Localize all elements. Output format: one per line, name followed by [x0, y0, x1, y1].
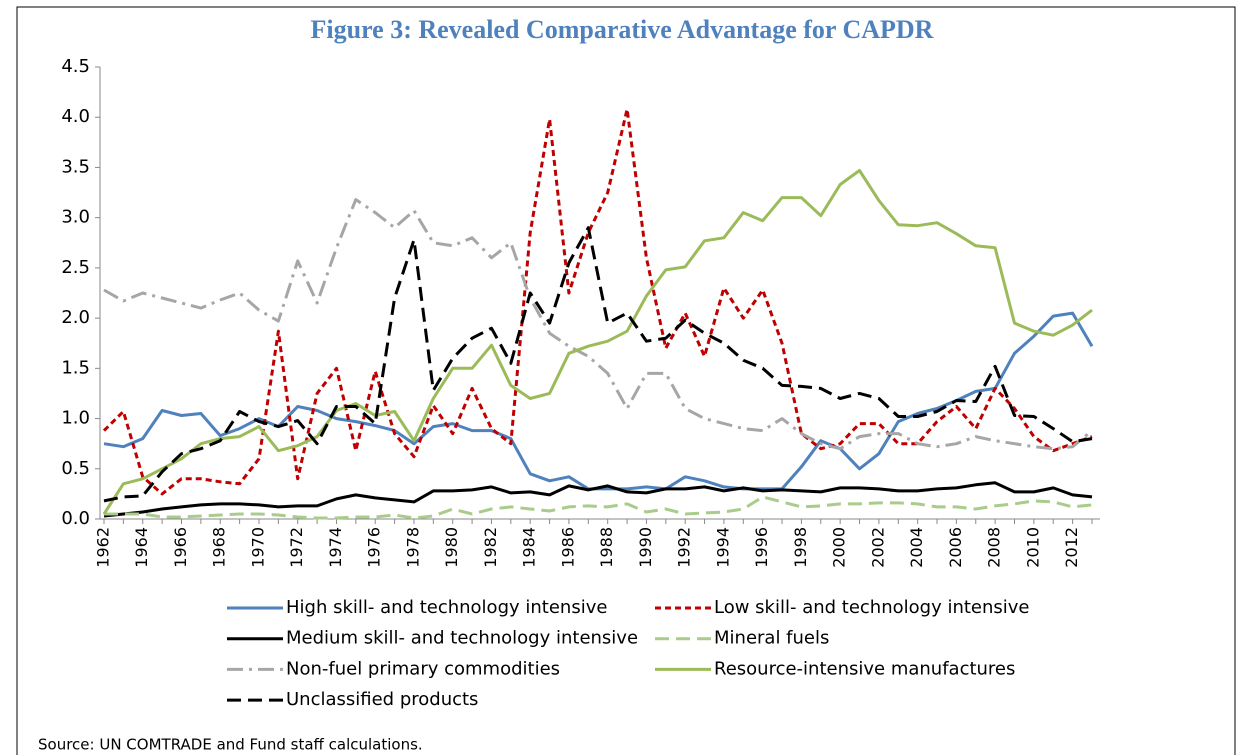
y-tick-label: 0.5	[61, 458, 90, 479]
x-tick-label: 1992	[675, 527, 694, 568]
x-tick-label: 2008	[985, 527, 1004, 568]
legend-label: Non-fuel primary commodities	[286, 658, 560, 679]
x-tick-label: 1984	[520, 527, 539, 568]
y-tick-label: 2.5	[61, 257, 90, 278]
x-tick-label: 1974	[326, 527, 345, 568]
x-tick-label: 1968	[210, 527, 229, 568]
series-line	[102, 107, 1093, 496]
legend-label: Unclassified products	[286, 689, 478, 710]
series-line	[103, 198, 1093, 451]
y-tick-label: 2.0	[61, 307, 90, 328]
y-tick-label: 3.5	[61, 156, 90, 177]
x-tick-label: 1998	[791, 527, 810, 568]
y-tick-label: 4.5	[61, 56, 90, 77]
x-tick-label: 1966	[171, 527, 190, 568]
x-tick-label: 1970	[248, 527, 267, 568]
x-tick-label: 1990	[636, 527, 655, 568]
y-tick-label: 0.0	[61, 508, 90, 529]
y-tick-label: 1.5	[61, 357, 90, 378]
x-tick-label: 1994	[713, 527, 732, 568]
x-tick-label: 1972	[287, 527, 306, 568]
x-tick-label: 1980	[442, 527, 461, 568]
legend-label: High skill- and technology intensive	[286, 597, 607, 618]
x-tick-label: 2002	[868, 527, 887, 568]
legend-label: Medium skill- and technology intensive	[286, 628, 638, 649]
y-tick-label: 1.0	[61, 408, 90, 429]
x-tick-label: 2006	[946, 527, 965, 568]
x-tick-label: 2010	[1023, 527, 1042, 568]
x-tick-label: 1988	[597, 527, 616, 568]
legend-label: Resource-intensive manufactures	[714, 658, 1015, 679]
series-line	[103, 481, 1093, 518]
x-tick-label: 1996	[752, 527, 771, 568]
frame	[16, 6, 1236, 755]
x-tick-label: 1964	[132, 527, 151, 568]
x-tick-label: 1976	[365, 527, 384, 568]
legend-label: Mineral fuels	[714, 628, 829, 649]
series-line	[103, 226, 1093, 503]
chart-title: Figure 3: Revealed Comparative Advantage…	[311, 15, 934, 44]
x-tick-label: 2012	[1062, 527, 1081, 568]
x-tick-label: 2004	[907, 527, 926, 568]
x-tick-label: 1978	[403, 527, 422, 568]
x-tick-label: 1982	[481, 527, 500, 568]
series-line	[102, 169, 1093, 515]
legend-label: Low skill- and technology intensive	[714, 597, 1030, 618]
series-line	[103, 311, 1094, 491]
series-line	[104, 495, 1093, 520]
x-tick-label: 1962	[94, 527, 113, 568]
x-tick-label: 1986	[558, 527, 577, 568]
source-note: Source: UN COMTRADE and Fund staff calcu…	[38, 736, 423, 754]
y-tick-label: 4.0	[61, 106, 90, 127]
y-tick-label: 3.0	[61, 207, 90, 228]
x-tick-label: 2000	[830, 527, 849, 568]
